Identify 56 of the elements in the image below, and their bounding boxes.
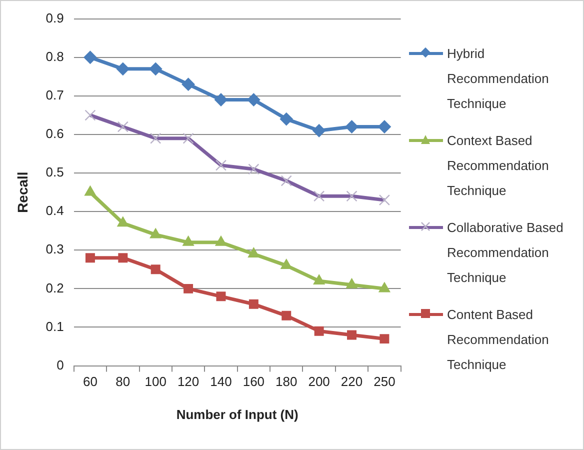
point xyxy=(84,50,97,64)
legend-label: Collaborative Based Recommendation Technique xyxy=(447,220,564,285)
y-axis-title: Recall xyxy=(14,172,30,213)
point xyxy=(346,278,358,288)
y-tick-label: 0 xyxy=(56,357,64,372)
point xyxy=(214,93,228,106)
point xyxy=(313,274,325,284)
point xyxy=(248,299,258,309)
y-tick-label: 0.4 xyxy=(46,203,64,218)
point xyxy=(247,93,260,106)
y-tick-label: 0.5 xyxy=(46,164,64,180)
point xyxy=(282,310,292,320)
y-tick-label: 0.8 xyxy=(46,48,64,64)
point xyxy=(84,186,96,196)
y-tick-label: 0.1 xyxy=(46,318,64,334)
x-tick-label: 60 xyxy=(82,374,98,390)
point xyxy=(378,282,390,292)
x-tick-label: 200 xyxy=(308,374,330,390)
point xyxy=(314,326,324,336)
x-tick-label: 100 xyxy=(144,374,166,390)
point xyxy=(182,78,195,91)
point xyxy=(345,120,358,134)
x-tick-label: 220 xyxy=(340,374,363,390)
point xyxy=(182,236,194,246)
point xyxy=(215,236,227,246)
x-tick-label: 180 xyxy=(276,374,298,390)
y-tick-label: 0.2 xyxy=(46,280,64,296)
x-tick-label: 140 xyxy=(210,374,232,390)
point xyxy=(280,259,292,270)
x-tick-label: 160 xyxy=(242,374,265,390)
x-tick-label: 80 xyxy=(116,374,130,390)
legend-label: Context Based Recommendation Technique xyxy=(447,133,549,198)
point xyxy=(117,216,129,227)
point xyxy=(116,62,130,76)
point xyxy=(248,247,260,258)
x-axis-title: Number of Input (N) xyxy=(176,406,298,422)
legend-label: Hybrid Recommendation Technique xyxy=(447,46,549,111)
point xyxy=(380,334,390,344)
legend-label: Content Based Recommendation Technique xyxy=(447,307,549,372)
x-tick-label: 120 xyxy=(177,374,200,390)
y-tick-label: 0.6 xyxy=(46,126,64,142)
point xyxy=(150,264,160,274)
point xyxy=(347,330,357,340)
x-tick-label: 250 xyxy=(374,374,396,390)
point xyxy=(216,292,226,302)
y-tick-label: 0.9 xyxy=(46,10,64,26)
y-tick-label: 0.7 xyxy=(46,87,64,102)
point xyxy=(149,62,162,76)
y-tick-label: 0.3 xyxy=(46,242,64,257)
point xyxy=(118,253,128,263)
point xyxy=(184,284,194,294)
point xyxy=(280,112,293,126)
point xyxy=(150,228,162,238)
point xyxy=(378,120,391,134)
point xyxy=(85,253,95,263)
point xyxy=(312,124,326,138)
